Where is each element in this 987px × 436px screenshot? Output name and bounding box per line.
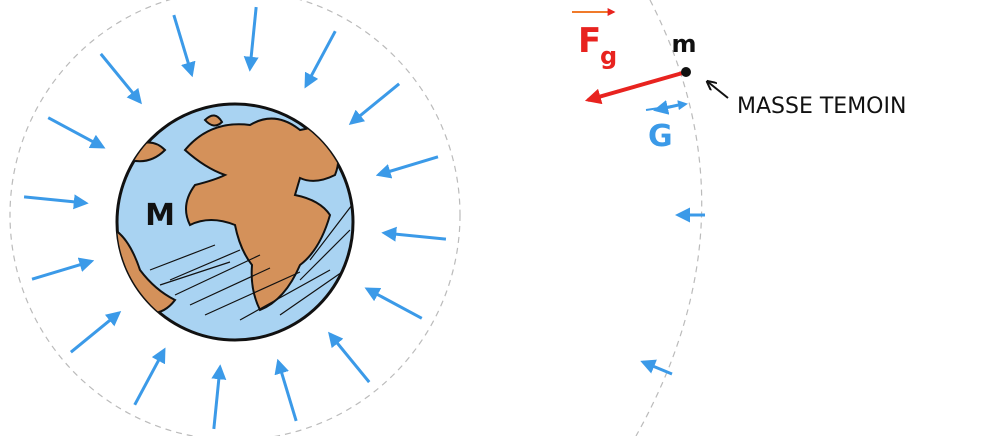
field-arrow [351,84,399,123]
field-arrow [174,15,192,74]
annotation-arrow [708,82,728,98]
earth: M [114,104,353,340]
field-arrow [71,313,119,352]
field-arrow [101,54,140,102]
field-arrow [379,157,438,175]
force-subscript: g [600,42,617,70]
field-arrow [643,362,672,374]
field-arrow [306,31,335,86]
field-arrow [278,362,296,421]
field-arrow [32,261,91,279]
force-arrow [588,72,686,100]
test-mass-label: m [671,30,696,58]
test-mass [681,67,691,77]
test-mass-annotation: MASSE TEMOIN [737,94,906,119]
field-arrow [384,233,446,239]
field-arrow [214,367,220,429]
field-arc [636,0,702,436]
diagram: M m F g G MASSE TEMOIN [0,0,987,436]
field-arrow [330,334,369,382]
earth-label: M [145,198,175,233]
field-arrow [48,118,103,147]
field-symbol: G [648,119,673,154]
field-arrow [135,350,164,405]
field-arrow [250,7,256,69]
force-symbol: F [578,21,601,61]
field-arrow [24,197,86,203]
field-arrow [367,289,422,318]
